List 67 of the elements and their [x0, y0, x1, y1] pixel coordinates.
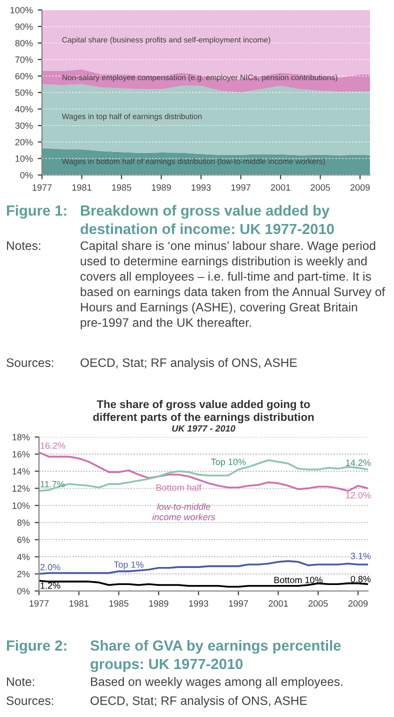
series-label: Top 1%	[114, 561, 144, 570]
text: OECD, Stat; RF analysis of ONS, ASHE	[80, 358, 297, 370]
data-label: 0.8%	[350, 576, 371, 582]
x-tick-label: 1997	[229, 600, 248, 607]
series-label: Bottom 10%	[274, 576, 322, 584]
x-tick-label: 1989	[149, 600, 168, 607]
text: Based on weekly wages among all employees.	[91, 677, 342, 688]
y-tick-label: 14%	[12, 468, 30, 475]
y-tick-label: 10%	[16, 155, 33, 162]
y-tick-label: 0%	[17, 588, 30, 594]
y-tick-label: 100%	[10, 6, 33, 14]
text: Notes:	[7, 241, 40, 250]
data-label: 11.7%	[40, 480, 65, 488]
y-tick-label: 20%	[15, 138, 33, 146]
y-tick-label: 6%	[17, 536, 30, 544]
data-label: 1.2%	[40, 582, 60, 589]
x-tick-label: 2005	[310, 184, 330, 191]
chart-title: The share of gross value added going to different parts of the earnings distribution	[93, 400, 314, 424]
source-note: Sources:	[6, 358, 54, 367]
y-tick-label: 12%	[12, 485, 30, 492]
x-tick-label: 2001	[268, 600, 288, 607]
x-tick-label: 1989	[152, 184, 171, 191]
x-tick-label: 1977	[32, 184, 52, 191]
y-tick-label: 0%	[20, 172, 33, 178]
x-tick-label: 1981	[70, 600, 88, 607]
text: Capital share is ‘one minus’ labour share. Wage period used to determine earnings distribution is weekly and covers all employees – i.e. full-time and part-time. It is based on earnings data taken from the Annual Survey of Hours and Earnings (ASHE), covering Great Britain pre-1997 and the UK thereafter.	[80, 241, 386, 330]
y-tick-label: 60%	[15, 72, 33, 80]
series-label: Top 10%	[211, 458, 246, 467]
series-label: Bottom half	[156, 484, 202, 491]
text: OECD, Stat; RF analysis of ONS, ASHE	[90, 696, 307, 708]
y-tick-label: 40%	[15, 106, 33, 112]
x-tick-label: 2005	[308, 600, 328, 607]
y-tick-label: 4%	[17, 554, 30, 560]
y-tick-label: 18%	[12, 434, 30, 440]
chart-subtitle: UK 1977 - 2010	[172, 425, 236, 432]
y-tick-label: 70%	[15, 56, 33, 63]
data-label: 12.0%	[346, 492, 371, 498]
y-tick-label: 90%	[15, 23, 33, 30]
y-tick-label: 8%	[17, 520, 30, 526]
x-tick-label: 2009	[350, 184, 370, 191]
x-tick-label: 1993	[192, 184, 211, 191]
x-tick-label: 1993	[189, 600, 208, 607]
x-tick-label: 2001	[270, 184, 290, 191]
x-tick-label: 1997	[231, 184, 250, 191]
x-tick-label: 1985	[109, 600, 128, 607]
data-label: 16.2%	[40, 442, 66, 449]
x-tick-label: 1981	[72, 184, 92, 191]
y-tick-label: 16%	[12, 451, 30, 458]
caption: Figure 1:	[6, 205, 66, 219]
x-tick-label: 2009	[348, 600, 368, 607]
data-label: 14.2%	[346, 460, 371, 466]
x-tick-label: 1977	[30, 600, 49, 607]
data-label: 2.0%	[40, 564, 60, 570]
data-label: 3.1%	[350, 552, 371, 560]
text: Breakdown of gross value added by destination of income: UK 1977-2010	[80, 205, 334, 234]
line-series	[39, 560, 368, 575]
y-tick-label: 80%	[15, 40, 33, 46]
text: Note:	[7, 677, 34, 686]
text: Share of GVA by earnings percentile groups: UK 1977-2010	[90, 640, 341, 672]
y-tick-label: 10%	[12, 502, 30, 509]
x-tick-label: 1985	[112, 184, 132, 191]
source-note: Sources:	[6, 696, 54, 705]
annotation: low-to-middle income workers	[152, 503, 216, 520]
caption: Figure 2:	[6, 640, 66, 654]
y-tick-label: 2%	[17, 570, 30, 578]
y-tick-label: 30%	[15, 122, 33, 129]
y-tick-label: 50%	[15, 89, 33, 96]
